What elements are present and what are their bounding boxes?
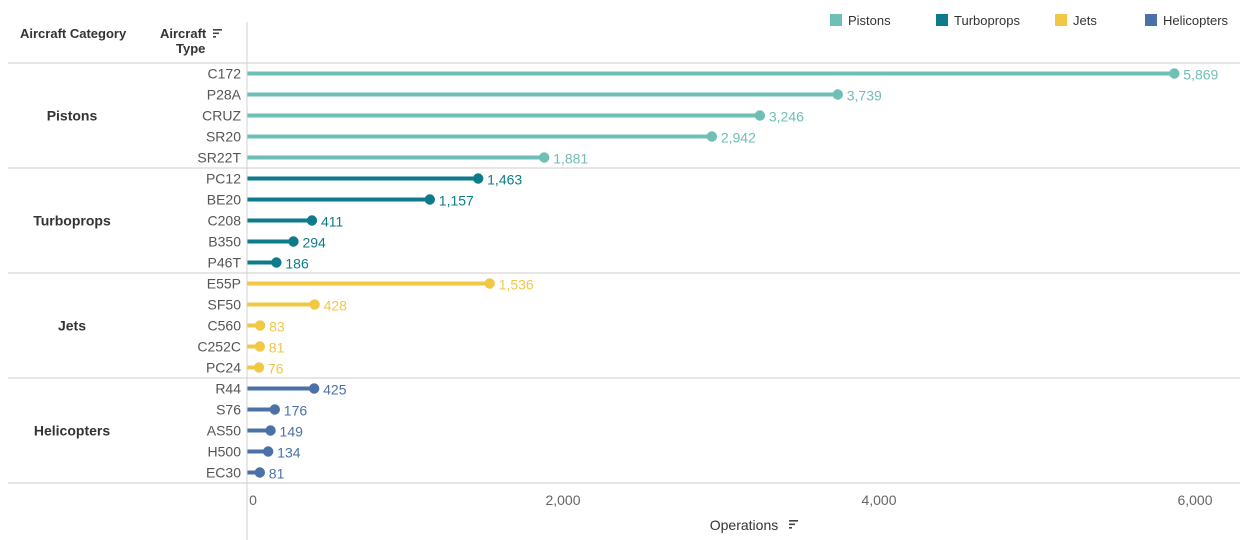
x-tick-label: 0 bbox=[249, 492, 257, 508]
lollipop-dot bbox=[254, 320, 266, 331]
value-label: 1,536 bbox=[499, 277, 534, 293]
lollipop-dot bbox=[309, 299, 320, 310]
value-label: 428 bbox=[324, 298, 348, 314]
aircraft-type-label: C208 bbox=[208, 213, 242, 229]
legend-swatch-jets bbox=[1055, 14, 1067, 26]
x-axis-title: Operations bbox=[710, 517, 778, 533]
value-label: 3,739 bbox=[847, 88, 882, 104]
aircraft-type-label: AS50 bbox=[207, 423, 241, 439]
value-label: 2,942 bbox=[721, 130, 756, 146]
lollipop-dot bbox=[832, 89, 843, 100]
value-label: 134 bbox=[277, 445, 301, 461]
value-label: 1,463 bbox=[487, 172, 522, 188]
category-label-pistons: Pistons bbox=[47, 108, 98, 124]
sort-type-icon[interactable] bbox=[213, 29, 222, 38]
x-tick-label: 4,000 bbox=[861, 492, 896, 508]
header-aircraft-type: Aircraft bbox=[160, 26, 207, 41]
lollipop-dot bbox=[1169, 68, 1180, 79]
category-label-jets: Jets bbox=[58, 318, 86, 334]
legend-label-helicopters: Helicopters bbox=[1163, 13, 1229, 28]
lollipop-dot bbox=[308, 383, 320, 394]
value-label: 294 bbox=[302, 235, 326, 251]
lollipop-dot bbox=[306, 215, 318, 226]
legend-swatch-helicopters bbox=[1145, 14, 1157, 26]
lollipop-dot bbox=[706, 131, 718, 142]
value-label: 76 bbox=[268, 361, 284, 377]
lollipop-dot bbox=[288, 236, 299, 247]
aircraft-type-label: CRUZ bbox=[202, 108, 241, 124]
lollipop-dot bbox=[265, 425, 276, 436]
aircraft-type-label: SR22T bbox=[197, 150, 241, 166]
header-aircraft-category: Aircraft Category bbox=[20, 26, 127, 41]
lollipop-dot bbox=[538, 152, 550, 163]
legend-swatch-pistons bbox=[830, 14, 842, 26]
lollipop-dot bbox=[424, 194, 436, 205]
x-tick-label: 6,000 bbox=[1177, 492, 1212, 508]
legend-swatch-turboprops bbox=[936, 14, 948, 26]
lollipop-dot bbox=[484, 278, 495, 289]
lollipop-dot bbox=[254, 467, 265, 478]
lollipop-dot bbox=[254, 341, 265, 352]
value-label: 83 bbox=[269, 319, 285, 335]
aircraft-type-label: C252C bbox=[197, 339, 241, 355]
value-label: 81 bbox=[269, 340, 285, 356]
lollipop-dot bbox=[253, 362, 265, 373]
legend-label-pistons: Pistons bbox=[848, 13, 891, 28]
legend-label-jets: Jets bbox=[1073, 13, 1097, 28]
plot-area: 5,869 3,739 3,246 2,942 1,881 1,463 1,157 411 29… bbox=[247, 67, 1219, 482]
aircraft-type-label: R44 bbox=[215, 381, 241, 397]
aircraft-type-label: H500 bbox=[208, 444, 242, 460]
value-label: 1,157 bbox=[439, 193, 474, 209]
value-label: 149 bbox=[280, 424, 304, 440]
aircraft-type-label: SF50 bbox=[208, 297, 242, 313]
aircraft-type-label: PC12 bbox=[206, 171, 241, 187]
aircraft-type-label: C560 bbox=[208, 318, 242, 334]
aircraft-type-label: EC30 bbox=[206, 465, 241, 481]
value-label: 5,869 bbox=[1183, 67, 1218, 83]
lollipop-dot bbox=[472, 173, 484, 184]
aircraft-type-label: SR20 bbox=[206, 129, 241, 145]
value-label: 81 bbox=[269, 466, 285, 482]
x-tick-label: 2,000 bbox=[545, 492, 580, 508]
value-label: 1,881 bbox=[553, 151, 588, 167]
aircraft-type-label: P28A bbox=[207, 87, 242, 103]
aircraft-type-label: PC24 bbox=[206, 360, 241, 376]
aircraft-type-label: P46T bbox=[208, 255, 242, 271]
sort-operations-icon[interactable] bbox=[789, 520, 798, 529]
legend: Pistons Turboprops Jets Helicopters bbox=[830, 13, 1229, 28]
lollipop-dot bbox=[271, 257, 282, 268]
header-aircraft-type-line2: Type bbox=[176, 41, 205, 56]
value-label: 425 bbox=[323, 382, 347, 398]
aircraft-type-label: B350 bbox=[208, 234, 241, 250]
x-axis: 0 2,000 4,000 6,000 bbox=[249, 492, 1213, 508]
aircraft-type-label: E55P bbox=[207, 276, 241, 292]
value-label: 186 bbox=[285, 256, 309, 272]
category-label-turboprops: Turboprops bbox=[33, 213, 111, 229]
value-label: 411 bbox=[321, 214, 344, 230]
value-label: 176 bbox=[284, 403, 308, 419]
value-label: 3,246 bbox=[769, 109, 804, 125]
aircraft-type-label: S76 bbox=[216, 402, 241, 418]
legend-label-turboprops: Turboprops bbox=[954, 13, 1020, 28]
category-label-helicopters: Helicopters bbox=[34, 423, 110, 439]
lollipop-dot bbox=[269, 404, 281, 415]
aircraft-type-label: C172 bbox=[208, 66, 242, 82]
lollipop-dot bbox=[262, 446, 274, 457]
aircraft-type-label: BE20 bbox=[207, 192, 241, 208]
lollipop-dot bbox=[754, 110, 766, 121]
